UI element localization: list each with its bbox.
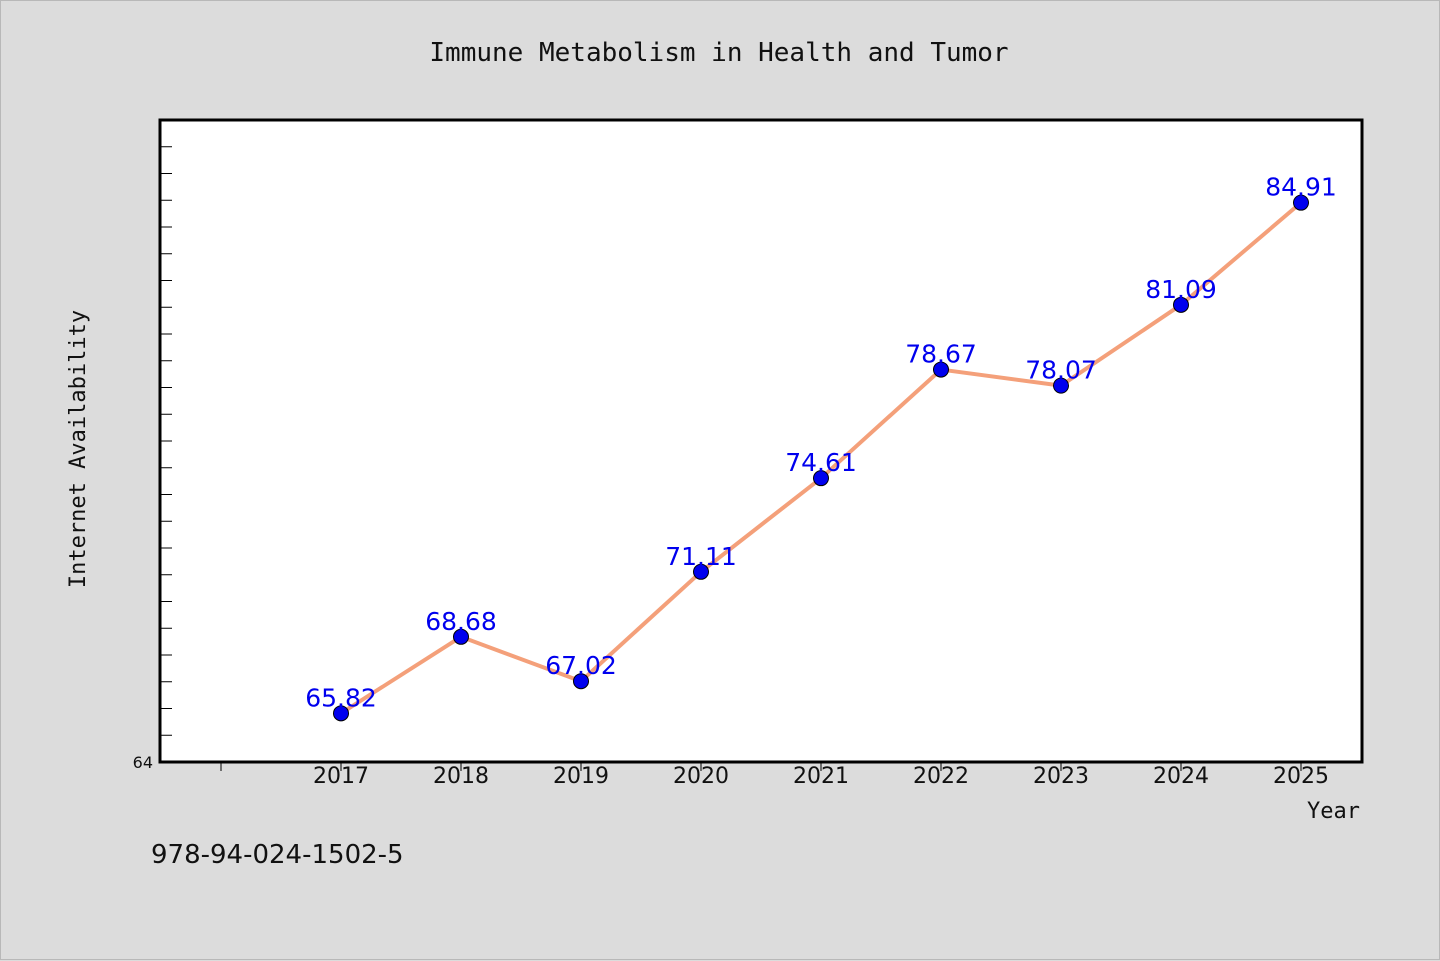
x-tick-label-2023: 2023 xyxy=(1033,764,1089,789)
data-point-2020 xyxy=(693,563,709,580)
data-point-2017 xyxy=(333,705,349,722)
data-labels: 65.82 68.68 67.02 71.11 74.61 78.67 78.07 81.09… xyxy=(305,173,1337,713)
y-axis-ticks xyxy=(160,146,172,736)
x-tick-label-2025: 2025 xyxy=(1273,764,1329,789)
chart-title: Immune Metabolism in Health and Tumor xyxy=(429,38,1008,68)
data-label-2021: 74.61 xyxy=(785,448,857,477)
x-tick-label-2021: 2021 xyxy=(793,764,849,789)
y-tick-label-min: 64 xyxy=(133,753,153,772)
data-label-2024: 81.09 xyxy=(1145,275,1217,304)
x-tick-labels: 2017 2018 2019 2020 2021 2022 2023 2024 2025 xyxy=(313,764,1329,789)
x-tick-label-2024: 2024 xyxy=(1153,764,1209,789)
data-label-2020: 71.11 xyxy=(665,542,737,571)
data-point-2019 xyxy=(573,673,589,690)
data-label-2022: 78.67 xyxy=(905,340,977,369)
x-tick-label-2022: 2022 xyxy=(913,764,969,789)
data-point-2022 xyxy=(933,361,949,378)
x-tick-label-2017: 2017 xyxy=(313,764,369,789)
data-point-2018 xyxy=(453,628,469,645)
x-tick-label-2020: 2020 xyxy=(673,764,729,789)
data-label-2018: 68.68 xyxy=(425,607,497,636)
x-tick-label-2019: 2019 xyxy=(553,764,609,789)
data-point-2025 xyxy=(1293,194,1309,211)
x-axis-ticks xyxy=(220,762,1302,771)
data-label-2017: 65.82 xyxy=(305,683,377,712)
series-markers xyxy=(333,194,1309,722)
data-label-2025: 84.91 xyxy=(1265,173,1337,202)
data-label-2019: 67.02 xyxy=(545,651,617,680)
y-axis-label: Internet Availability xyxy=(66,310,91,588)
data-point-2021 xyxy=(813,470,829,487)
data-label-2023: 78.07 xyxy=(1025,356,1097,385)
x-axis-label: Year xyxy=(1307,799,1360,824)
data-point-2023 xyxy=(1053,377,1069,394)
data-point-2024 xyxy=(1173,296,1189,313)
plot-area xyxy=(158,118,1364,764)
isbn-footer: 978-94-024-1502-5 xyxy=(151,840,404,870)
x-tick-label-2018: 2018 xyxy=(433,764,489,789)
